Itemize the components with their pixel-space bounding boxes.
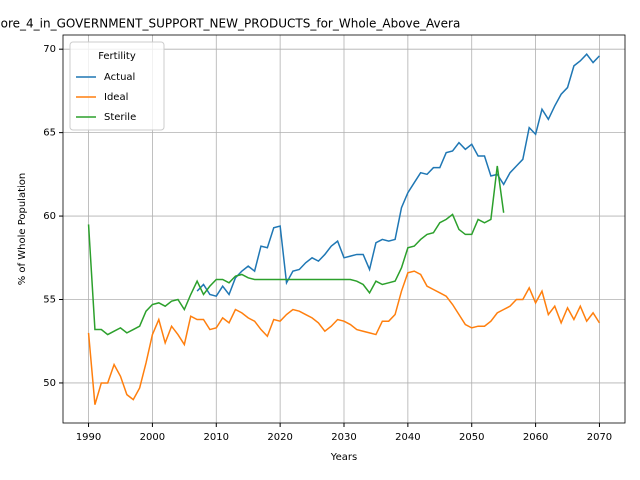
y-tick-label: 70 (43, 44, 56, 55)
x-tick-label: 2060 (523, 432, 548, 443)
x-tick-label: 1990 (76, 432, 101, 443)
x-tick-label: 2000 (140, 432, 165, 443)
y-tick-label: 65 (43, 128, 56, 139)
legend-label: Sterile (104, 112, 136, 123)
chart-title: core_4_in_GOVERNMENT_SUPPORT_NEW_PRODUCT… (0, 17, 460, 31)
x-tick-label: 2070 (587, 432, 612, 443)
series-line (87, 165, 505, 336)
y-tick-label: 60 (43, 211, 56, 222)
x-tick-label: 2030 (331, 432, 356, 443)
x-tick-label: 2010 (204, 432, 229, 443)
legend-title: Fertility (98, 51, 136, 62)
x-tick-label: 2020 (267, 432, 292, 443)
legend-label: Actual (104, 72, 135, 83)
legend-box (69, 41, 165, 131)
x-tick-label: 2040 (395, 432, 420, 443)
y-tick-label: 55 (43, 295, 56, 306)
x-axis-label: Years (330, 452, 357, 463)
series-line (87, 270, 601, 405)
x-tick-label: 2050 (459, 432, 484, 443)
y-axis-label: % of Whole Population (17, 173, 28, 286)
series-line (196, 53, 600, 298)
plot-frame (62, 34, 626, 424)
legend-label: Ideal (104, 92, 128, 103)
y-tick-label: 50 (43, 378, 56, 389)
